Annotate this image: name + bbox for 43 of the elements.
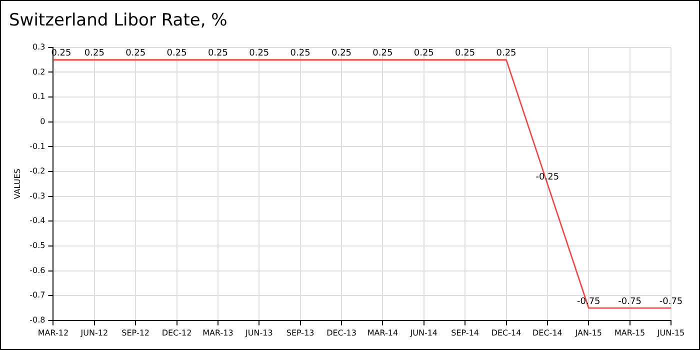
data-label: -0.75 [659,296,683,307]
x-tick-label: JUN-12 [80,328,108,338]
x-tick-label: DEC-14 [491,328,522,338]
y-tick-label: -0.1 [30,142,46,151]
x-tick-label: MAR-12 [38,328,69,338]
y-axis-title: VALUES [12,168,22,200]
x-tick-label: JUN-14 [409,328,438,338]
data-label: 0.25 [208,48,228,59]
data-label: 0.25 [414,48,434,59]
data-label: -0.75 [618,296,642,307]
x-tick-label: JAN-15 [574,328,602,338]
data-label: 0.25 [372,48,393,59]
data-label: 0.25 [331,48,352,59]
x-tick-label: MAR-15 [614,328,646,338]
y-tick-label: -0.3 [30,191,46,200]
x-tick-label: DEC-12 [162,328,192,338]
data-label: 0.25 [126,48,146,59]
data-label: 0.25 [455,48,476,59]
y-tick-label: 0.3 [32,42,46,52]
y-tick-label: -0.2 [30,166,46,176]
y-tick-label: -0.7 [30,290,46,300]
data-label: 0.25 [84,48,104,59]
data-label: 0.25 [496,48,516,59]
x-tick-label: DEC-14 [532,328,562,338]
x-tick-label: MAR-13 [202,328,234,338]
y-tick-label: -0.4 [30,216,46,226]
y-tick-label: -0.6 [30,266,46,275]
data-label: 0.25 [166,48,187,59]
x-tick-label: MAR-14 [367,328,398,338]
y-tick-label: 0.2 [32,67,46,76]
y-tick-label: -0.8 [30,315,46,324]
x-tick-label: SEP-12 [122,328,150,338]
y-tick-label: 0 [40,116,46,126]
data-label: 0.25 [249,48,270,59]
chart-title: Switzerland Libor Rate, % [9,10,228,31]
x-tick-label: SEP-13 [286,328,314,338]
data-label: 0.25 [290,48,310,59]
y-tick-label: -0.5 [30,241,46,250]
y-tick-label: 0.1 [32,92,46,102]
x-tick-label: JUN-13 [244,328,273,338]
x-tick-label: SEP-14 [451,328,479,338]
x-tick-label: JUN-15 [656,328,685,338]
x-tick-label: DEC-13 [326,328,356,338]
